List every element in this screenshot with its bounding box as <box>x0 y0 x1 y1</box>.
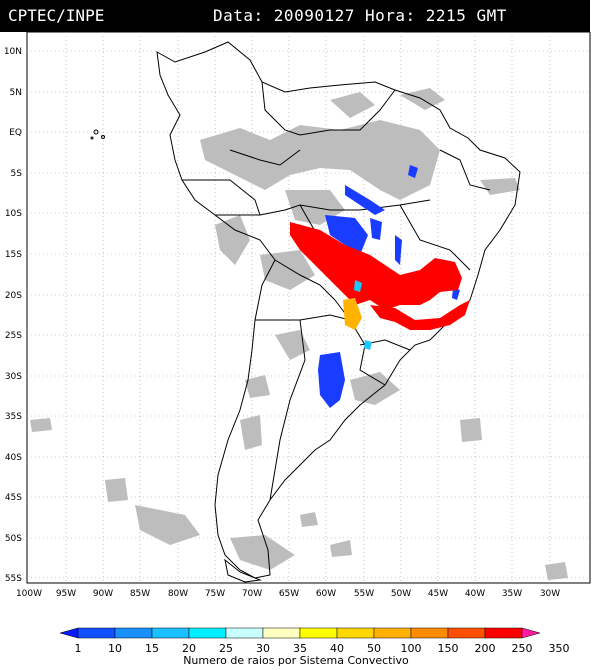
legend-swatch <box>484 627 523 639</box>
legend-swatch <box>188 627 227 639</box>
image-header: CPTEC/INPE Data: 20090127 Hora: 2215 GMT <box>0 0 590 32</box>
legend-value: 100 <box>401 642 422 655</box>
legend-swatch <box>59 627 79 639</box>
lon-label: 30W <box>540 589 560 599</box>
legend-values: 1 10 15 20 25 30 35 40 50 100 150 200 250 350 <box>75 642 570 655</box>
legend-value: 250 <box>512 642 533 655</box>
legend-swatch <box>262 627 301 639</box>
legend-value: 20 <box>182 642 196 655</box>
lon-label: 70W <box>242 589 262 599</box>
lat-label: 45S <box>5 493 22 503</box>
legend-value: 15 <box>145 642 159 655</box>
legend-swatch <box>373 627 412 639</box>
legend-value: 40 <box>330 642 344 655</box>
lat-label: 10S <box>5 209 22 219</box>
legend-swatch <box>447 627 486 639</box>
legend-title: Numero de raios por Sistema Convectivo <box>183 654 409 667</box>
lon-label: 100W <box>16 589 42 599</box>
lat-label: EQ <box>9 128 22 138</box>
longitude-labels: 100W 95W 90W 85W 80W 75W 70W 65W 60W 55W 50W 45W 40W… <box>16 589 560 599</box>
lon-label: 40W <box>465 589 485 599</box>
lat-label: 35S <box>5 412 22 422</box>
islands <box>90 129 262 583</box>
legend-swatch <box>299 627 338 639</box>
lon-label: 50W <box>391 589 411 599</box>
cloud-cover <box>30 88 568 580</box>
lon-label: 95W <box>56 589 76 599</box>
lightning-cyan <box>354 280 372 350</box>
lon-label: 90W <box>93 589 113 599</box>
lat-label: 50S <box>5 534 22 544</box>
legend-swatch <box>336 627 375 639</box>
lon-label: 75W <box>205 589 225 599</box>
legend-value: 10 <box>108 642 122 655</box>
legend-value: 35 <box>293 642 307 655</box>
legend-colorbar <box>59 627 541 639</box>
source-label: CPTEC/INPE <box>8 6 105 25</box>
legend-swatch <box>225 627 264 639</box>
lon-label: 60W <box>316 589 336 599</box>
lat-label: 40S <box>5 453 22 463</box>
lon-label: 45W <box>428 589 448 599</box>
legend-value: 350 <box>549 642 570 655</box>
lightning-low <box>318 165 460 408</box>
lon-label: 85W <box>130 589 150 599</box>
lon-label: 65W <box>279 589 299 599</box>
lat-label: 15S <box>5 250 22 260</box>
legend-value: 30 <box>256 642 270 655</box>
lon-label: 55W <box>354 589 374 599</box>
legend-swatch <box>151 627 190 639</box>
lightning-map: 10N5NEQ5S10S15S20S25S30S35S40S45S50S55S … <box>4 32 591 599</box>
lat-label: 55S <box>5 574 22 584</box>
legend-value: 200 <box>475 642 496 655</box>
legend: 1 10 15 20 25 30 35 40 50 100 150 200 250 350 Numero … <box>59 627 570 667</box>
lightning-medium <box>343 298 362 330</box>
lon-label: 80W <box>168 589 188 599</box>
legend-swatch <box>114 627 153 639</box>
legend-value: 25 <box>219 642 233 655</box>
latitude-labels: 10N 5N EQ 5S 10S 15S 20S 25S 30S 35S 40S 45S 50S 55S <box>4 47 22 584</box>
lat-label: 5S <box>11 169 23 179</box>
lat-label: 25S <box>5 331 22 341</box>
datetime-label: Data: 20090127 Hora: 2215 GMT <box>213 6 507 25</box>
lat-label: 20S <box>5 291 22 301</box>
legend-value: 1 <box>75 642 82 655</box>
legend-value: 50 <box>367 642 381 655</box>
lat-label: 30S <box>5 372 22 382</box>
legend-swatch <box>521 627 541 639</box>
lat-label: 5N <box>10 88 22 98</box>
lon-label: 35W <box>502 589 522 599</box>
lat-label: 10N <box>4 47 22 57</box>
legend-swatch <box>410 627 449 639</box>
legend-value: 150 <box>438 642 459 655</box>
legend-swatch <box>77 627 116 639</box>
lightning-high <box>290 222 470 330</box>
